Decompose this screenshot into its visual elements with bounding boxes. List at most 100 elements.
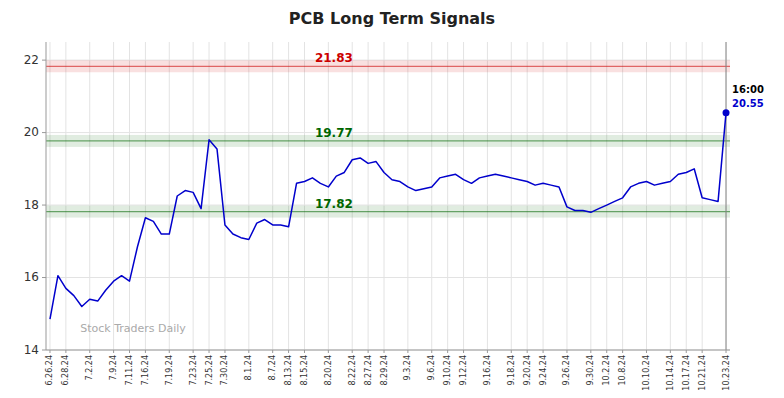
grid [46, 42, 730, 350]
x-tick-label: 9.20.24 [523, 355, 532, 386]
x-grid-line [113, 42, 114, 350]
x-tick [288, 350, 289, 353]
y-tick [42, 350, 46, 351]
x-grid-line [407, 42, 408, 350]
x-tick [209, 350, 210, 353]
x-grid-line [65, 42, 66, 350]
x-tick-label: 8.1.24 [244, 355, 253, 380]
x-tick [447, 350, 448, 353]
title: PCB Long Term Signals [289, 9, 495, 28]
x-tick-label: 8.13.24 [284, 355, 293, 386]
x-grid-line [89, 42, 90, 350]
x-tick-label: 8.27.24 [364, 355, 373, 386]
y-grid-line [46, 132, 730, 133]
x-tick [487, 350, 488, 353]
x-tick-label: 9.12.24 [459, 355, 468, 386]
x-grid-line [49, 42, 50, 350]
reference-label: 19.77 [315, 126, 353, 140]
reference-line [46, 211, 730, 212]
x-tick [129, 350, 130, 353]
x-tick-label: 7.16.24 [141, 355, 150, 386]
x-tick [431, 350, 432, 353]
x-tick-label: 7.23.24 [189, 355, 198, 386]
y-tick-label: 18 [24, 198, 39, 212]
x-grid-line [646, 42, 647, 350]
x-tick [224, 350, 225, 353]
x-grid-line [145, 42, 146, 350]
x-grid-line [527, 42, 528, 350]
x-tick-label: 10.10.24 [642, 355, 651, 391]
x-tick [304, 350, 305, 353]
x-tick-label: 7.30.24 [220, 355, 229, 386]
watermark: Stock Traders Daily [80, 322, 186, 335]
x-grid-line [288, 42, 289, 350]
y-tick [42, 277, 46, 278]
x-grid-line [193, 42, 194, 350]
x-tick-label: 10.17.24 [682, 355, 691, 391]
y-tick [42, 205, 46, 206]
x-grid-line [606, 42, 607, 350]
x-grid-line [248, 42, 249, 350]
reference-band [46, 60, 730, 72]
x-grid-line [543, 42, 544, 350]
x-tick-label: 10.23.24 [722, 355, 731, 391]
last-point [723, 109, 730, 116]
x-tick-label: 8.29.24 [380, 355, 389, 386]
x-grid-line [670, 42, 671, 350]
x-tick [646, 350, 647, 353]
reference-label: 17.82 [315, 197, 353, 211]
reference-line [46, 66, 730, 67]
x-tick-label: 9.10.24 [443, 355, 452, 386]
x-tick-label: 7.9.24 [109, 355, 118, 380]
x-tick [686, 350, 687, 353]
x-tick [670, 350, 671, 353]
reference-band [46, 206, 730, 218]
x-tick-label: 6.26.24 [45, 355, 54, 386]
x-tick [145, 350, 146, 353]
x-tick [726, 350, 727, 353]
reference-label: 21.83 [315, 51, 353, 65]
x-tick-label: 8.7.24 [268, 355, 277, 380]
data [50, 42, 730, 350]
x-tick-label: 8.22.24 [348, 355, 357, 386]
reference-line [46, 140, 730, 141]
x-tick-label: 6.28.24 [61, 355, 70, 386]
x-grid-line [272, 42, 273, 350]
x-tick [65, 350, 66, 353]
x-tick-label: 10.21.24 [698, 355, 707, 391]
x-grid-line [590, 42, 591, 350]
x-grid-line [463, 42, 464, 350]
x-tick-label: 9.6.24 [427, 355, 436, 380]
y-tick-label: 16 [24, 270, 39, 284]
last-time-label: 16:00 [732, 84, 764, 95]
y-tick-label: 20 [24, 125, 39, 139]
y-tick [42, 60, 46, 61]
x-grid-line [566, 42, 567, 350]
x-grid-line [686, 42, 687, 350]
x-grid-line [209, 42, 210, 350]
last-point-line [726, 42, 727, 350]
x-tick [169, 350, 170, 353]
x-tick-label: 10.8.24 [618, 355, 627, 386]
x-grid-line [129, 42, 130, 350]
x-tick [49, 350, 50, 353]
x-tick [272, 350, 273, 353]
x-axis-line [46, 350, 730, 351]
x-tick-label: 8.15.24 [300, 355, 309, 386]
x-tick [606, 350, 607, 353]
x-tick-label: 7.2.24 [85, 355, 94, 380]
x-tick [248, 350, 249, 353]
x-grid-line [304, 42, 305, 350]
y-grid-line [46, 277, 730, 278]
x-grid-line [622, 42, 623, 350]
x-grid-line [447, 42, 448, 350]
y-axis-line [46, 42, 47, 350]
x-tick-label: 9.3.24 [403, 355, 412, 380]
x-tick [622, 350, 623, 353]
reference-band [46, 135, 730, 147]
x-tick [527, 350, 528, 353]
x-grid-line [169, 42, 170, 350]
x-tick [511, 350, 512, 353]
y-grid-line [46, 350, 730, 351]
x-tick [543, 350, 544, 353]
